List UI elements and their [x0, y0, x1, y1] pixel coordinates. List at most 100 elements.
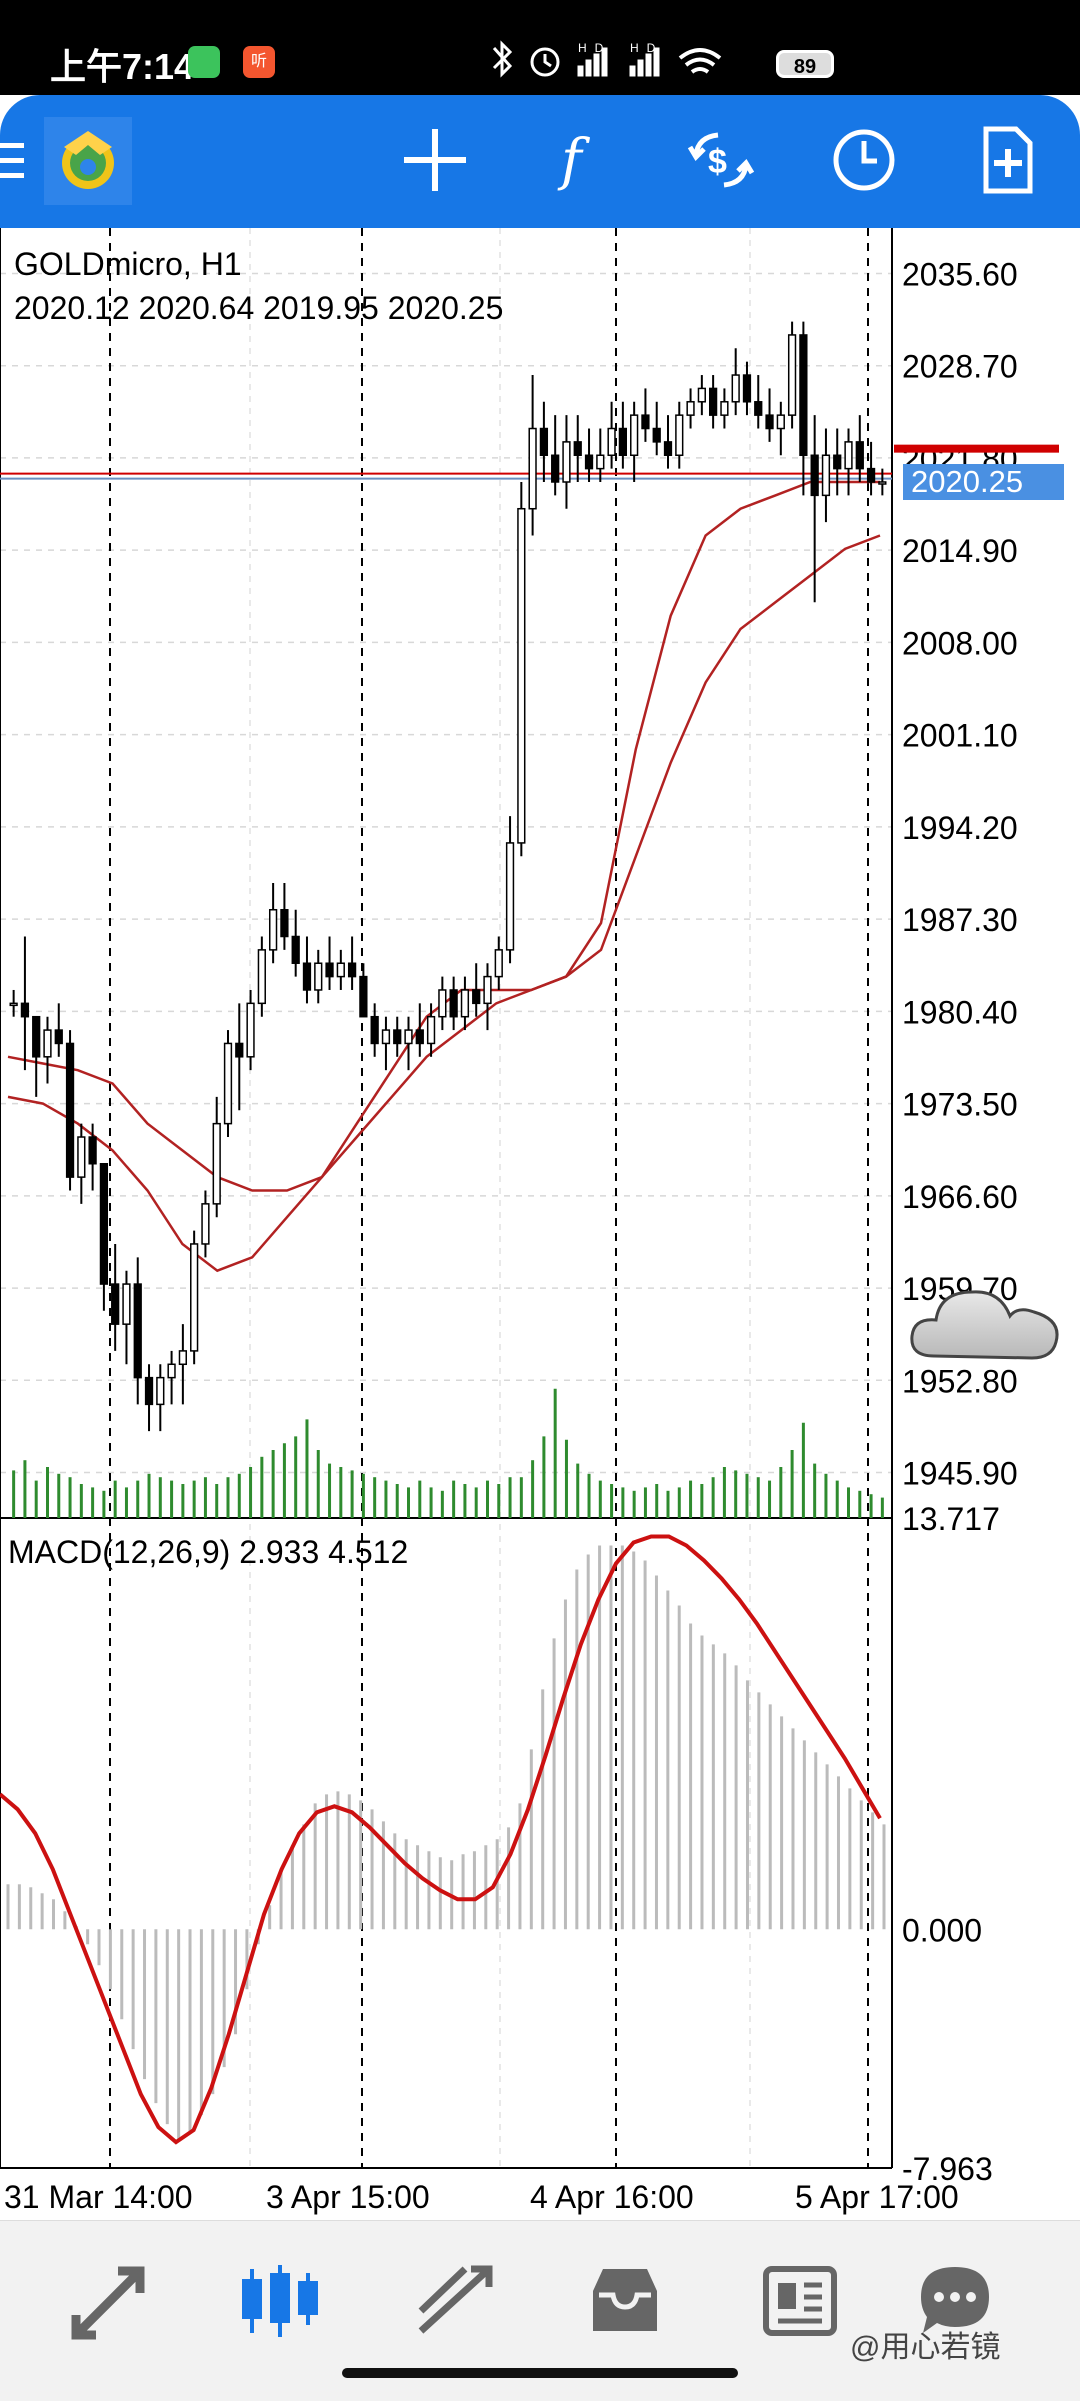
candle-body	[810, 454, 819, 497]
system-icons: HD HD	[490, 38, 770, 90]
candle-body	[347, 962, 357, 978]
time-axis-label: 3 Apr 15:00	[266, 2179, 430, 2215]
candle-body	[77, 1136, 86, 1178]
candle-body	[122, 1283, 131, 1325]
candle-body	[246, 1002, 255, 1058]
candle-body	[99, 1163, 109, 1285]
music-notification-icon: 听	[243, 46, 275, 78]
candle-body	[539, 427, 549, 457]
candle-body	[584, 454, 594, 470]
price-axis-label: 1994.20	[902, 810, 1018, 846]
top-toolbar: f $	[0, 95, 1080, 228]
ask-price-tag	[894, 444, 1059, 453]
metatrader-logo-icon[interactable]	[44, 117, 132, 205]
svg-text:HD: HD	[578, 41, 611, 55]
price-axis-label: 2028.70	[902, 349, 1018, 385]
candle-body	[190, 1243, 199, 1352]
candle-body	[596, 454, 605, 470]
chart-symbol-label: GOLDmicro, H1	[14, 246, 242, 282]
candle-body	[787, 334, 797, 416]
bluetooth-icon	[492, 40, 513, 78]
candle-body	[776, 414, 785, 430]
chart-icon[interactable]	[240, 2261, 320, 2341]
candle-body	[415, 1029, 424, 1045]
candle-body	[607, 427, 616, 457]
price-axis-label: 2035.60	[902, 256, 1018, 292]
chart-ohlc-label: 2020.12 2020.64 2019.95 2020.25	[14, 290, 504, 326]
quotes-icon[interactable]	[70, 2261, 150, 2341]
time-axis-label: 4 Apr 16:00	[530, 2179, 694, 2215]
system-status-icons: HD HD	[492, 40, 722, 78]
svg-text:f: f	[557, 128, 591, 193]
battery-indicator: 89	[776, 50, 834, 78]
macd-axis-label: -7.963	[902, 2151, 993, 2187]
status-bar: 上午7:14 听 HD HD	[0, 0, 1080, 95]
trade-nav-icon[interactable]	[415, 2261, 495, 2341]
candle-body	[167, 1363, 176, 1379]
news-icon[interactable]	[760, 2261, 840, 2341]
svg-text:HD: HD	[630, 41, 663, 55]
candle-body	[708, 387, 718, 416]
candle-body	[878, 481, 887, 485]
price-axis-label: 1987.30	[902, 902, 1018, 938]
chart-area[interactable]: 2035.60 2028.70 2021.80 2014.90 2008.00 2001.…	[0, 228, 1080, 2220]
candle-body	[314, 962, 323, 991]
status-time: 上午7:14	[50, 46, 195, 87]
price-axis-label: 2008.00	[902, 625, 1018, 661]
candle-body	[866, 467, 876, 483]
candle-body	[472, 989, 481, 1005]
price-axis-label: 2001.10	[902, 718, 1018, 754]
chat-icon[interactable]	[915, 2261, 995, 2341]
price-axis-label: 1945.90	[902, 1456, 1018, 1492]
candle-body	[54, 1029, 63, 1045]
price-axis-label: 1966.60	[902, 1179, 1018, 1215]
candle-body	[201, 1203, 210, 1245]
candle-body	[111, 1283, 120, 1325]
candle-body	[88, 1136, 97, 1165]
candle-body	[426, 1015, 436, 1045]
new-order-icon[interactable]	[972, 125, 1042, 195]
candle-body	[731, 374, 740, 403]
current-price-tag: 2020.25	[903, 464, 1064, 500]
candle-body	[765, 414, 774, 430]
candle-body	[381, 1029, 391, 1045]
cloud-icon[interactable]	[906, 1272, 1066, 1372]
candle-body	[483, 975, 492, 1005]
price-axis-label: 1980.40	[902, 994, 1018, 1030]
timeframe-icon[interactable]	[829, 125, 899, 195]
indicators-icon[interactable]: f	[543, 125, 613, 195]
candle-body	[20, 1002, 30, 1018]
candle-body	[268, 909, 278, 951]
candle-body	[32, 1015, 41, 1058]
history-icon[interactable]	[585, 2261, 665, 2341]
macd-axis-label: 0.000	[902, 1912, 982, 1948]
wifi-icon	[678, 48, 722, 74]
alarm-icon	[530, 47, 560, 77]
candle-body	[280, 909, 289, 938]
candle-body	[65, 1042, 75, 1178]
candle-body	[754, 401, 763, 416]
candle-body	[178, 1350, 188, 1366]
candle-body	[133, 1283, 142, 1379]
candle-body	[359, 975, 368, 1018]
candle-body	[325, 962, 334, 978]
candle-body	[144, 1376, 154, 1406]
candle-body	[686, 401, 695, 416]
price-axis-label: 2014.90	[902, 533, 1018, 569]
crosshair-icon[interactable]	[400, 125, 470, 195]
trade-icon[interactable]: $	[686, 125, 756, 195]
candle-body	[844, 441, 853, 470]
candle-body	[302, 962, 312, 991]
candle-body	[223, 1042, 233, 1125]
candle-body	[551, 454, 560, 483]
wechat-notification-icon	[188, 46, 220, 78]
candle-body	[618, 427, 628, 457]
candle-body	[336, 962, 345, 978]
menu-icon[interactable]	[0, 141, 28, 181]
price-chart[interactable]: 2035.602028.702021.802014.902008.002001.…	[0, 228, 1080, 2220]
time-axis-label: 5 Apr 17:00	[795, 2179, 959, 2215]
candle-body	[799, 334, 808, 457]
home-indicator[interactable]	[342, 2368, 738, 2378]
candle-body	[641, 414, 650, 430]
candle-body	[438, 989, 447, 1018]
